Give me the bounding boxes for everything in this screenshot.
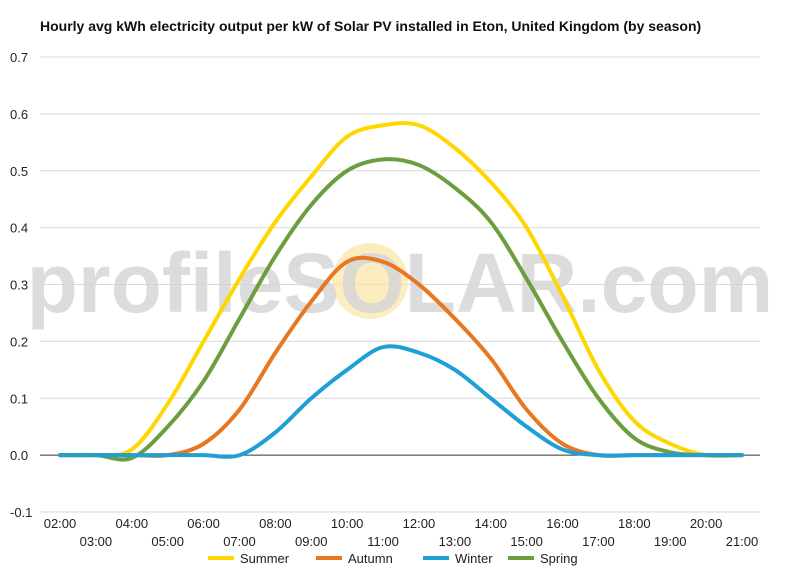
y-tick-label: 0.0: [10, 448, 28, 463]
x-tick-label: 17:00: [582, 534, 615, 549]
series-line-summer: [58, 121, 744, 458]
series-line-winter: [58, 344, 744, 459]
watermark-text: profileSOLAR.com: [27, 236, 774, 330]
x-tick-label: 04:00: [116, 516, 149, 531]
x-tick-label: 09:00: [295, 534, 328, 549]
x-tick-label: 14:00: [474, 516, 507, 531]
series-line-spring: [58, 157, 744, 462]
y-tick-label: 0.1: [10, 391, 28, 406]
chart-title: Hourly avg kWh electricity output per kW…: [40, 18, 702, 34]
x-tick-label: 12:00: [403, 516, 436, 531]
x-tick-label: 10:00: [331, 516, 364, 531]
legend-label-winter: Winter: [455, 551, 493, 566]
legend-label-spring: Spring: [540, 551, 578, 566]
x-tick-label: 08:00: [259, 516, 292, 531]
x-tick-label: 03:00: [80, 534, 113, 549]
x-tick-label: 20:00: [690, 516, 723, 531]
legend-label-autumn: Autumn: [348, 551, 393, 566]
x-tick-label: 15:00: [510, 534, 543, 549]
x-tick-label: 18:00: [618, 516, 651, 531]
x-tick-label: 02:00: [44, 516, 77, 531]
y-tick-label: 0.5: [10, 164, 28, 179]
x-tick-label: 16:00: [546, 516, 579, 531]
x-tick-label: 05:00: [151, 534, 184, 549]
y-tick-label: 0.3: [10, 278, 28, 293]
x-tick-label: 19:00: [654, 534, 687, 549]
x-tick-label: 11:00: [367, 534, 399, 549]
x-tick-label: 13:00: [439, 534, 472, 549]
x-tick-label: 21:00: [726, 534, 759, 549]
y-tick-label: 0.6: [10, 107, 28, 122]
x-tick-label: 07:00: [223, 534, 256, 549]
legend-label-summer: Summer: [240, 551, 290, 566]
y-tick-label: -0.1: [10, 505, 32, 520]
y-tick-label: 0.7: [10, 50, 28, 65]
y-tick-label: 0.4: [10, 221, 28, 236]
y-tick-label: 0.2: [10, 334, 28, 349]
x-tick-label: 06:00: [187, 516, 220, 531]
